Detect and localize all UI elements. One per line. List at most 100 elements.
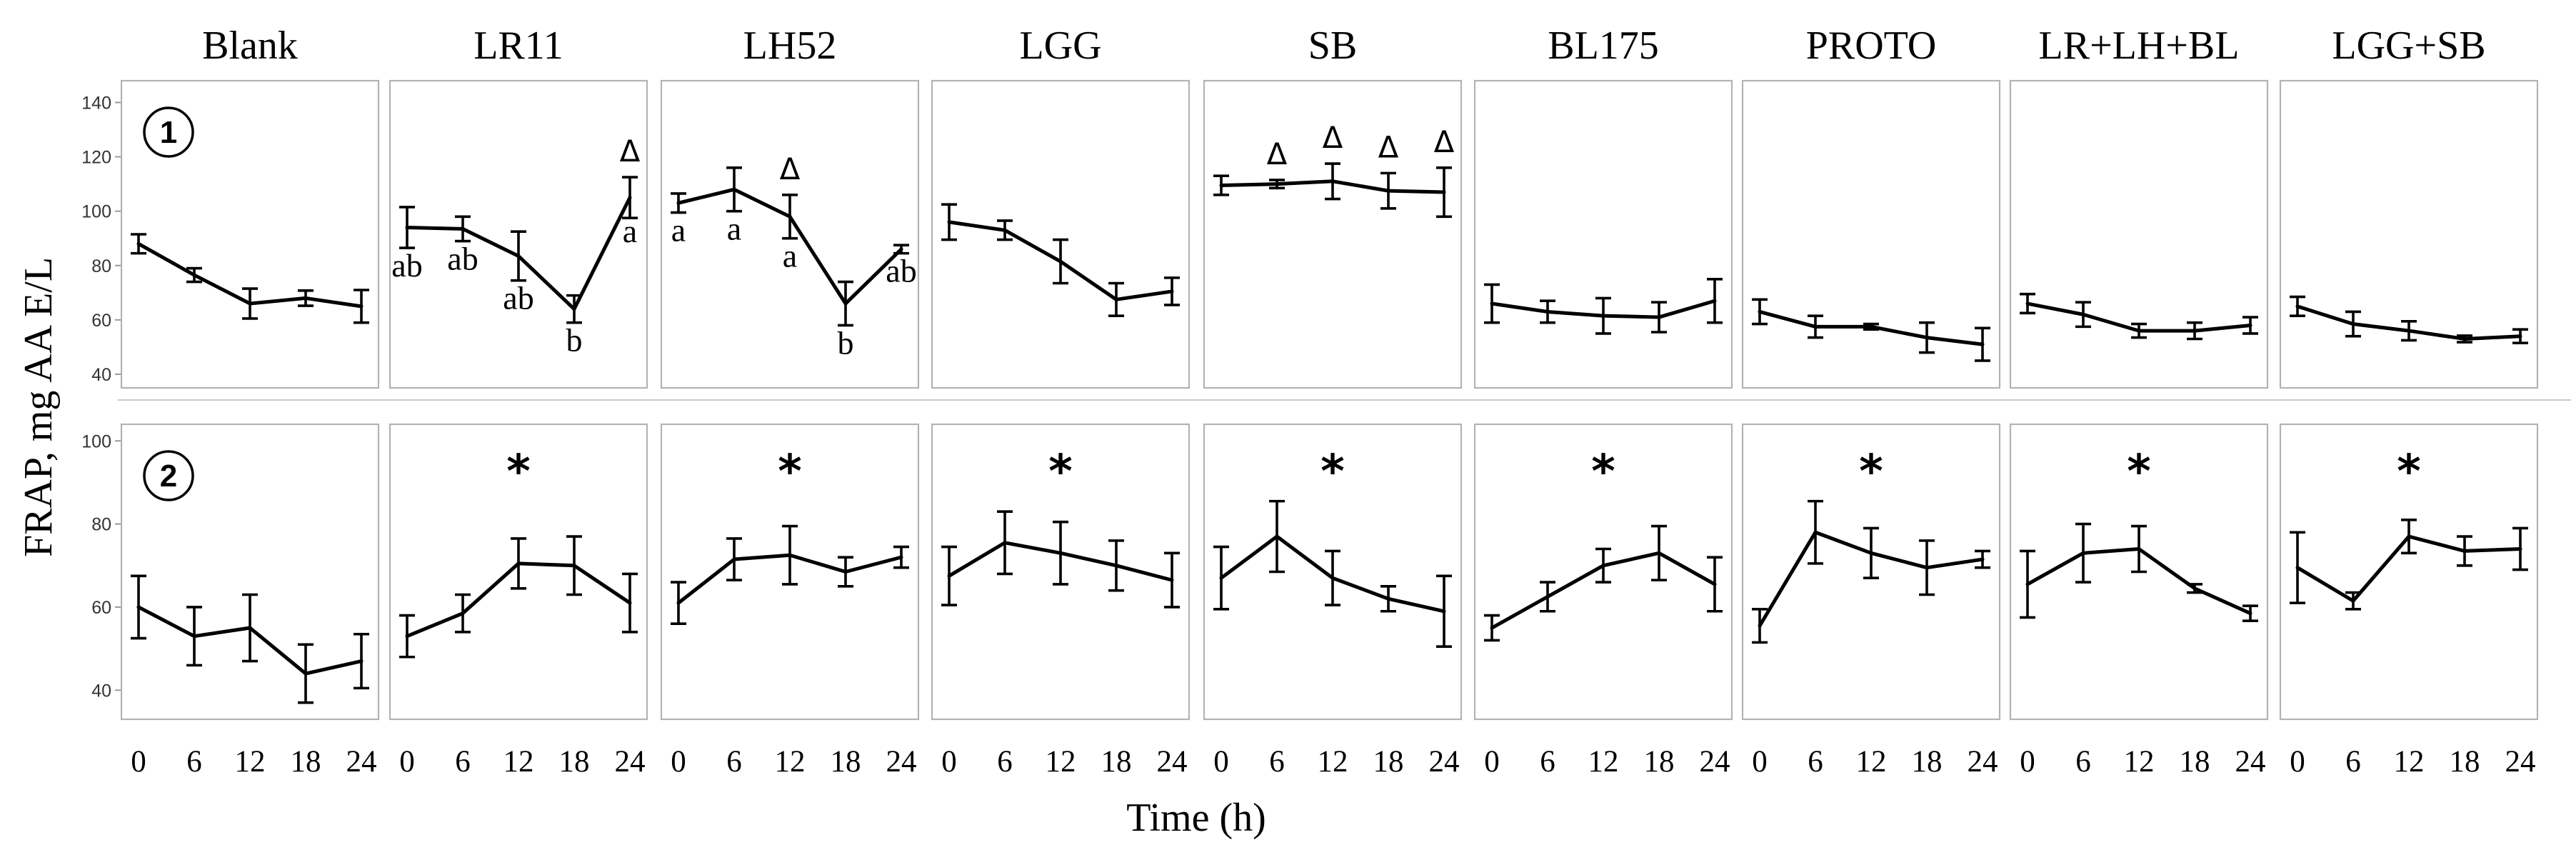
data-point [461,226,465,231]
x-tick-label: 0 [1752,745,1768,779]
significance-star: * [2127,446,2150,499]
y-tick-label: 120 [81,148,111,168]
significance-star: * [1859,446,1883,499]
column-title: BL175 [1548,24,1659,68]
x-tick-label: 18 [291,745,321,779]
x-tick-label: 6 [2075,745,2091,779]
significance-star: * [1320,446,1344,499]
data-point [1601,564,1605,568]
column-title: Blank [202,24,298,68]
data-point [1869,551,1873,555]
data-point [1813,324,1818,329]
significance-letter: a [783,238,797,274]
x-tick-label: 6 [455,745,471,779]
x-tick-label: 12 [775,745,806,779]
x-tick-label: 18 [559,745,590,779]
data-point [192,273,196,277]
data-point [2137,329,2141,333]
x-tick-label: 0 [131,745,146,779]
x-tick-label: 12 [1046,745,1076,779]
data-point [359,659,364,664]
x-tick-label: 24 [886,745,917,779]
column-title: LR11 [473,24,563,68]
panel: * [1741,423,2001,721]
panel: * [2279,423,2539,721]
x-tick-label: 12 [2394,745,2425,779]
data-point [2025,301,2030,306]
data-point [1003,541,1007,545]
panel [2279,79,2539,389]
significance-letter: ab [391,247,422,284]
data-point [136,241,141,246]
x-tick-label: 12 [1588,745,1619,779]
x-tick-label: 12 [235,745,266,779]
x-tick-label: 18 [2180,745,2210,779]
significance-star: * [778,446,801,499]
column-title: LR+LH+BL [2039,24,2240,68]
data-point [248,626,252,630]
significance-letter: ab [447,241,478,277]
data-point [359,304,364,309]
x-tick-label: 18 [1644,745,1675,779]
x-tick-label: 24 [346,745,377,779]
x-tick-label: 24 [2235,745,2266,779]
data-point [516,254,521,258]
column-title: PROTO [1806,24,1937,68]
data-point [1170,289,1174,294]
x-tick-label: 12 [2124,745,2155,779]
x-tick-label: 12 [1856,745,1887,779]
x-tick-label: 24 [1968,745,1998,779]
delta-marker: Δ [620,134,641,169]
data-point [2025,582,2030,586]
x-tick-label: 6 [1540,745,1555,779]
significance-letter: a [727,211,741,247]
data-point [628,601,632,605]
data-point [304,296,308,300]
y-tick-label: 80 [91,515,111,535]
panel [1741,79,2001,389]
significance-letter: ab [886,253,916,289]
delta-marker: Δ [1434,124,1455,159]
panel: * [2009,423,2269,721]
data-point [947,220,951,224]
data-point [405,225,409,229]
column-title: SB [1308,24,1358,68]
panel-frame [2279,79,2539,389]
data-point [732,557,736,561]
delta-marker: Δ [780,151,801,186]
x-tick-label: 18 [2450,745,2480,779]
data-point [2295,566,2300,570]
y-tick-label: 100 [81,431,111,451]
data-point [843,570,848,574]
data-point [1545,594,1550,599]
row-badge-label: 2 [160,459,177,494]
panel: * [1203,423,1463,721]
data-point [2351,599,2355,603]
row-badge-label: 1 [160,115,177,150]
data-point [1925,336,1929,340]
data-point [405,634,409,639]
data-point [1869,324,1873,329]
data-point [788,553,792,557]
data-point [1170,578,1174,582]
data-point [2407,534,2411,539]
data-point [1219,576,1223,580]
x-tick-label: 0 [671,745,686,779]
data-point [1980,342,1985,346]
data-point [628,196,632,200]
x-tick-label: 0 [1213,745,1229,779]
data-point [248,301,252,306]
y-tick-label: 40 [91,681,111,701]
panel-frame [2279,423,2539,721]
x-axis-title: Time (h) [1126,796,1266,840]
data-point [2462,337,2467,341]
data-point [1058,259,1063,264]
significance-letter: ab [503,280,533,316]
data-point [1058,551,1063,555]
data-point [516,561,521,566]
x-tick-label: 6 [2345,745,2361,779]
panel-frame [1473,79,1733,389]
y-tick-label: 60 [91,311,111,331]
data-point [2518,547,2522,551]
